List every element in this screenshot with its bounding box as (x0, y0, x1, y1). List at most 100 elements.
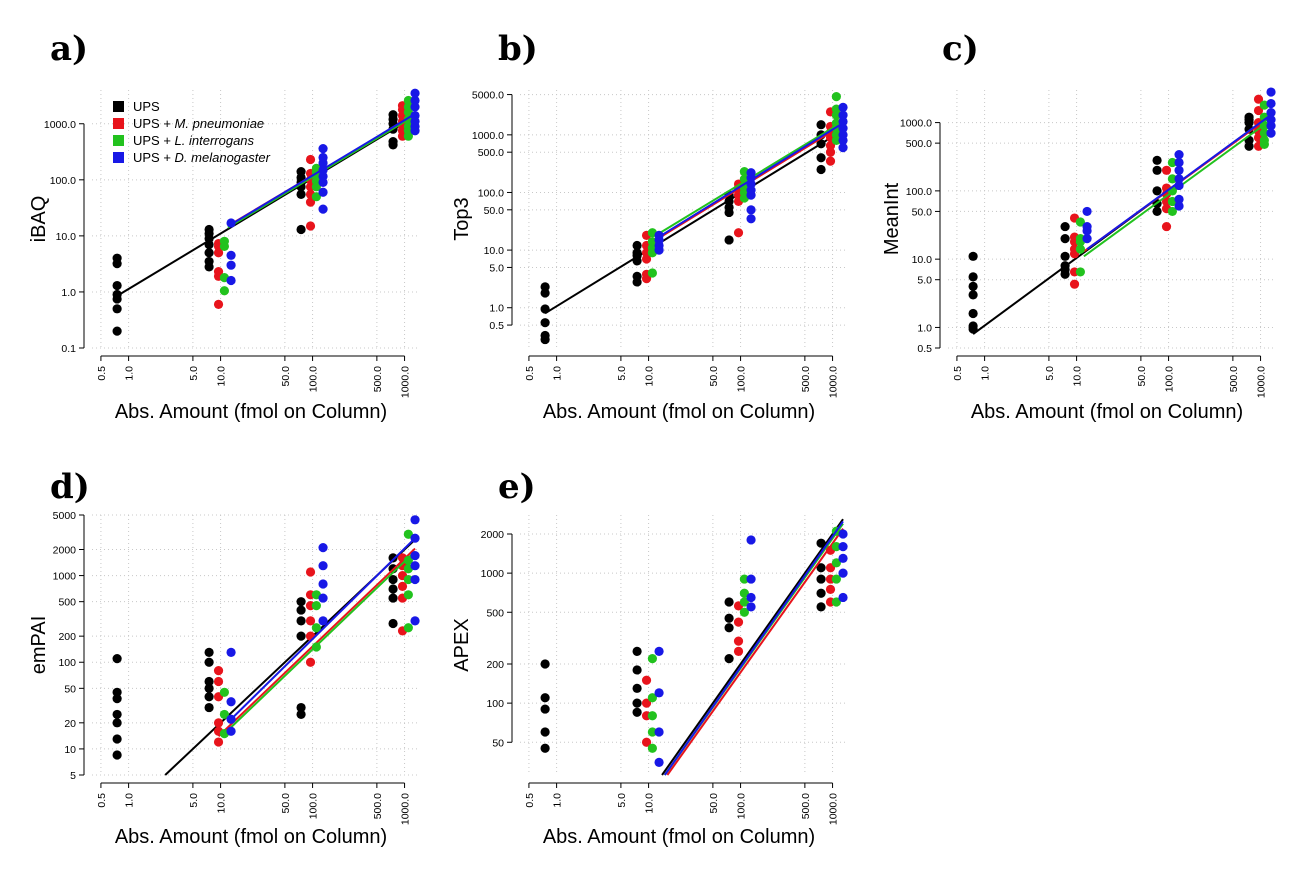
data-point (746, 205, 756, 215)
data-point (647, 693, 657, 703)
series-2 (213, 547, 416, 747)
y-tick-label: 50 (492, 737, 504, 749)
data-point (226, 697, 236, 707)
data-point (746, 214, 756, 224)
y-tick-label: 500.0 (906, 138, 932, 150)
data-point (1266, 108, 1276, 118)
x-tick-label: 0.5 (96, 366, 108, 381)
data-point (733, 636, 744, 646)
x-tick-label: 100.0 (1164, 366, 1176, 392)
data-point (213, 666, 224, 676)
y-tick-label: 10.0 (912, 254, 933, 266)
x-tick-label: 0.5 (96, 793, 108, 808)
y-axis-title: Top3 (451, 197, 473, 240)
data-point (1174, 174, 1184, 184)
y-tick-label: 1000.0 (472, 130, 504, 142)
data-point (540, 330, 550, 341)
data-point (838, 541, 848, 552)
y-tick-label: 100.0 (478, 187, 504, 199)
y-tick-label: 100.0 (50, 175, 76, 187)
data-point (226, 647, 236, 657)
y-tick-label: 20 (64, 718, 76, 730)
data-point (318, 593, 328, 603)
x-tick-label: 1.0 (552, 793, 564, 808)
data-point (410, 616, 420, 626)
data-point (403, 529, 413, 539)
data-point (654, 688, 664, 698)
panel-letter: c) (942, 29, 979, 69)
data-point (318, 204, 328, 214)
data-point (410, 561, 420, 571)
series-1 (540, 120, 844, 345)
data-point (654, 230, 664, 240)
data-point (724, 196, 734, 206)
data-point (318, 543, 328, 553)
data-point (410, 95, 420, 106)
data-point (1174, 194, 1184, 205)
x-axis-title: Abs. Amount (fmol on Column) (115, 401, 387, 423)
legend-label: UPS + L. interrogans (133, 133, 255, 148)
data-point (647, 727, 657, 737)
fit-line (661, 518, 844, 776)
y-tick-label: 200 (486, 659, 504, 671)
data-point (838, 529, 848, 539)
x-tick-label: 10.0 (216, 793, 228, 814)
legend-prefix: UPS (133, 99, 160, 114)
data-point (296, 631, 306, 641)
data-point (318, 561, 328, 571)
series-4 (654, 520, 848, 776)
x-tick-label: 10.0 (1072, 366, 1084, 387)
data-point (641, 737, 652, 747)
data-point (226, 726, 236, 736)
series-4 (226, 88, 420, 286)
data-point (831, 574, 841, 584)
data-point (632, 698, 642, 708)
data-point (112, 280, 122, 291)
x-tick-label: 5.0 (188, 366, 200, 381)
data-point (403, 574, 413, 585)
data-point (1060, 221, 1070, 232)
chart-panel-5: e) 50 100 200 500 1000 2000 0.5 1.0 5.0 10.0 50.0 10… (451, 467, 848, 848)
y-tick-label: 0.1 (61, 343, 76, 355)
data-point (1167, 206, 1177, 217)
x-tick-label: 0.5 (524, 366, 536, 381)
data-point (540, 318, 550, 328)
data-point (825, 147, 836, 157)
x-tick-label: 10.0 (644, 366, 656, 387)
data-point (403, 95, 413, 106)
series-1 (968, 112, 1272, 335)
x-tick-label: 1000.0 (828, 366, 840, 398)
y-tick-label: 0.5 (489, 320, 504, 332)
y-axis-title: APEX (451, 618, 473, 671)
chart-panel-3: c) 0.5 1.0 5.0 10.0 50.0 100.0 500.0 1000.0 0.5 1.… (881, 29, 1276, 423)
y-tick-label: 100 (58, 657, 76, 669)
data-point (296, 597, 306, 607)
panel-letter: b) (498, 29, 538, 69)
data-point (296, 702, 306, 713)
data-point (641, 698, 652, 708)
data-point (1266, 128, 1276, 138)
data-point (1174, 157, 1184, 168)
x-tick-label: 1000.0 (400, 793, 412, 825)
data-point (204, 692, 214, 702)
data-point (1266, 87, 1276, 97)
y-tick-label: 10.0 (484, 245, 505, 257)
data-point (831, 92, 841, 102)
data-point (410, 88, 420, 98)
data-point (1060, 233, 1070, 244)
x-tick-label: 5.0 (188, 793, 200, 808)
y-tick-label: 50.0 (484, 205, 505, 217)
data-point (112, 326, 122, 336)
data-point (816, 588, 826, 598)
data-point (831, 130, 841, 140)
series-4 (1082, 87, 1276, 250)
data-point (305, 631, 316, 641)
data-point (838, 130, 848, 140)
data-point (410, 110, 420, 121)
data-point (311, 601, 321, 611)
data-point (739, 574, 749, 584)
data-point (816, 120, 826, 130)
x-tick-label: 10.0 (216, 366, 228, 387)
data-point (1082, 221, 1092, 232)
data-point (388, 137, 398, 147)
